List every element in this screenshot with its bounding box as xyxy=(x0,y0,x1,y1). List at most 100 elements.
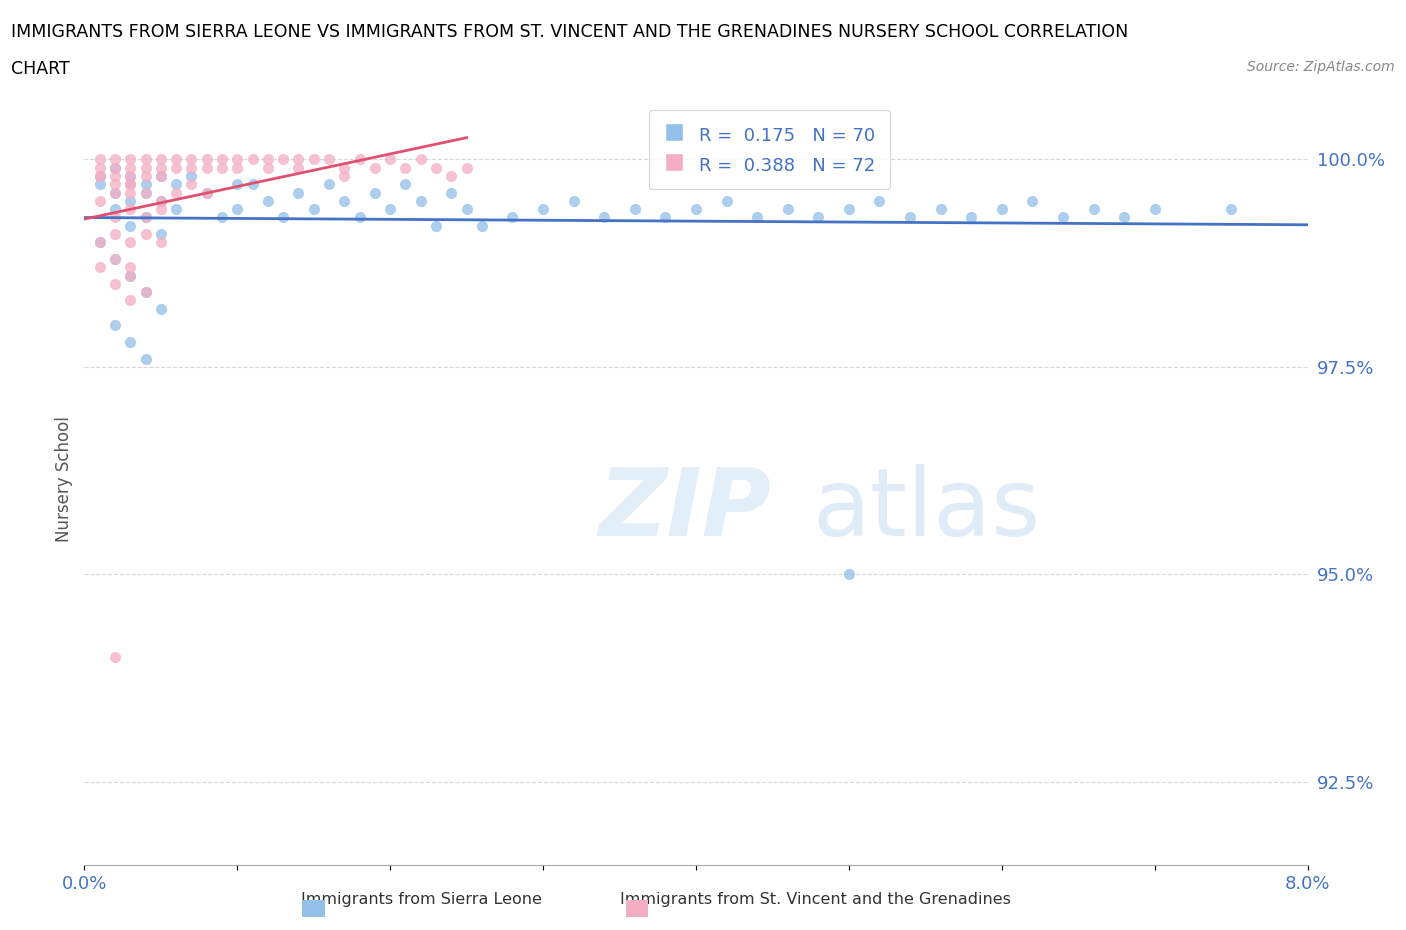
Point xyxy=(364,160,387,175)
Point xyxy=(211,152,233,166)
Point xyxy=(991,202,1014,217)
Point xyxy=(898,210,921,225)
Point xyxy=(89,193,111,208)
Point xyxy=(89,235,111,250)
Point xyxy=(195,185,218,200)
Point xyxy=(120,160,142,175)
Point xyxy=(135,168,157,183)
Point xyxy=(165,160,187,175)
Point xyxy=(257,193,280,208)
Point xyxy=(120,293,142,308)
Point xyxy=(211,210,233,225)
Point xyxy=(226,152,249,166)
Point xyxy=(104,152,127,166)
Point xyxy=(149,160,172,175)
Point xyxy=(838,567,860,582)
Point xyxy=(89,177,111,192)
Point xyxy=(135,227,157,242)
Point xyxy=(180,168,202,183)
Point xyxy=(149,235,172,250)
Point xyxy=(120,168,142,183)
Point xyxy=(89,168,111,183)
Point xyxy=(165,185,187,200)
Point xyxy=(685,202,707,217)
Point xyxy=(149,168,172,183)
Point xyxy=(120,335,142,350)
Point xyxy=(226,177,249,192)
Point xyxy=(409,193,432,208)
Point xyxy=(425,160,447,175)
Legend: R =  0.175   N = 70, R =  0.388   N = 72: R = 0.175 N = 70, R = 0.388 N = 72 xyxy=(648,110,890,190)
Point xyxy=(149,168,172,183)
Point xyxy=(349,152,371,166)
Point xyxy=(333,168,356,183)
Point xyxy=(180,177,202,192)
Point xyxy=(318,177,340,192)
Point xyxy=(195,185,218,200)
Point xyxy=(135,210,157,225)
Point xyxy=(180,160,202,175)
Point xyxy=(440,168,463,183)
Point xyxy=(333,160,356,175)
Point xyxy=(456,160,478,175)
Point xyxy=(195,152,218,166)
Point xyxy=(104,210,127,225)
Point xyxy=(120,193,142,208)
Point xyxy=(89,168,111,183)
Point xyxy=(349,210,371,225)
Point xyxy=(89,168,111,183)
Point xyxy=(149,202,172,217)
Point xyxy=(242,152,264,166)
Point xyxy=(302,152,325,166)
Point xyxy=(149,301,172,316)
Point xyxy=(89,160,111,175)
Point xyxy=(257,152,280,166)
Point xyxy=(89,152,111,166)
Point xyxy=(562,193,585,208)
Point xyxy=(135,177,157,192)
Point xyxy=(104,227,127,242)
Point xyxy=(593,210,616,225)
Point xyxy=(135,160,157,175)
Point xyxy=(149,193,172,208)
Point xyxy=(394,160,416,175)
Point xyxy=(716,193,738,208)
Point xyxy=(531,202,554,217)
Point xyxy=(104,185,127,200)
Point xyxy=(149,227,172,242)
Point xyxy=(120,202,142,217)
Text: CHART: CHART xyxy=(11,60,70,78)
Point xyxy=(287,185,309,200)
Point xyxy=(149,152,172,166)
Point xyxy=(257,160,280,175)
Point xyxy=(409,152,432,166)
Point xyxy=(502,210,524,225)
Point xyxy=(104,160,127,175)
Text: Immigrants from Sierra Leone: Immigrants from Sierra Leone xyxy=(301,892,543,907)
Point xyxy=(211,160,233,175)
Text: ZIP: ZIP xyxy=(598,464,770,556)
Point xyxy=(120,177,142,192)
Point xyxy=(380,152,402,166)
Point xyxy=(165,152,187,166)
Point xyxy=(271,210,294,225)
Point xyxy=(318,152,340,166)
Point xyxy=(869,193,891,208)
Point xyxy=(104,185,127,200)
Point xyxy=(135,152,157,166)
Text: Source: ZipAtlas.com: Source: ZipAtlas.com xyxy=(1247,60,1395,74)
Point xyxy=(165,202,187,217)
Point xyxy=(120,177,142,192)
Point xyxy=(333,193,356,208)
Point xyxy=(135,210,157,225)
Point xyxy=(120,168,142,183)
Point xyxy=(302,202,325,217)
Point xyxy=(624,202,647,217)
Point xyxy=(456,202,478,217)
Point xyxy=(104,168,127,183)
Point xyxy=(364,185,387,200)
Point xyxy=(165,177,187,192)
Point xyxy=(1083,202,1105,217)
Point xyxy=(104,251,127,266)
Point xyxy=(226,202,249,217)
